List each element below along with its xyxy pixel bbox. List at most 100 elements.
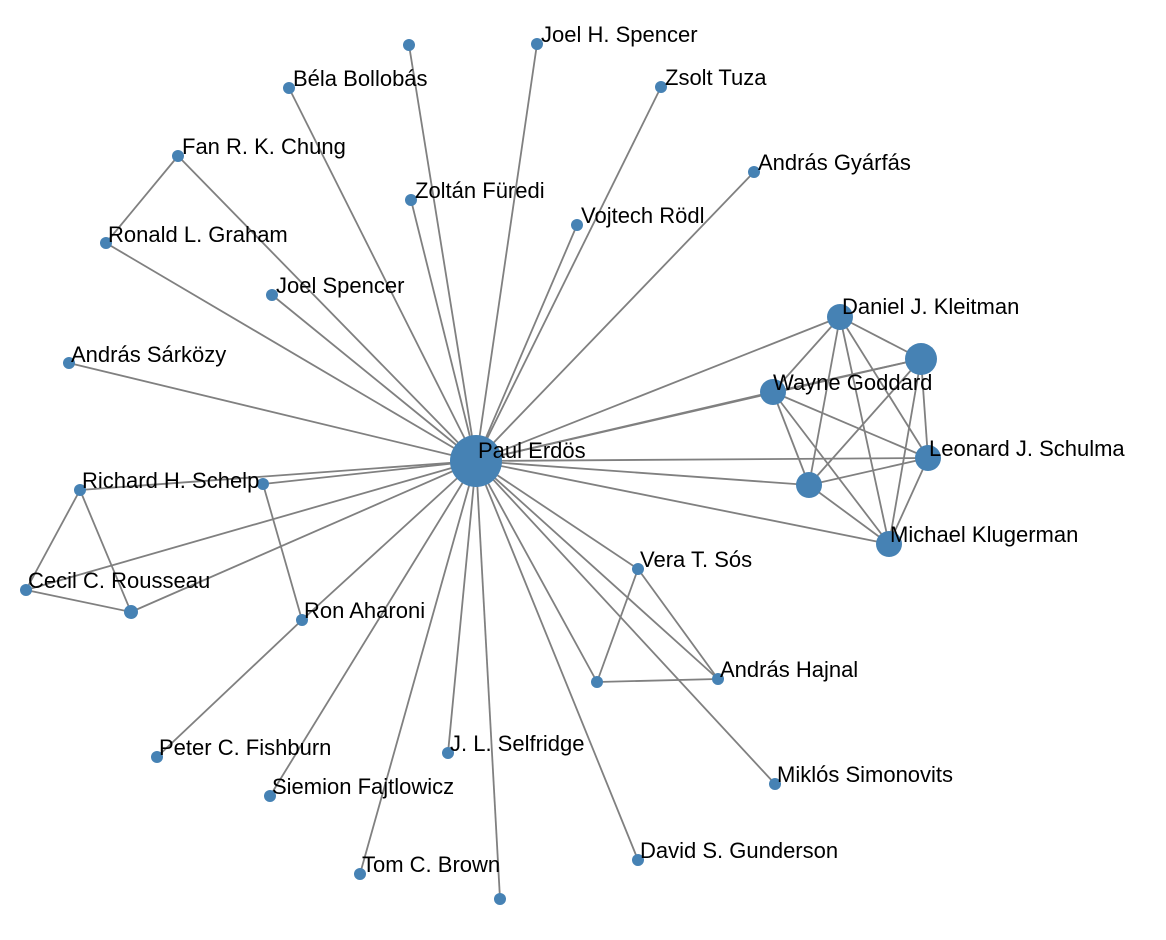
edge-vera_sos-andras_hajnal [637, 568, 719, 680]
edge-paul_erdos-david_gunderson [475, 460, 639, 861]
node-andras-hajnal[interactable] [712, 673, 724, 685]
node-daniel-kleitman[interactable] [827, 304, 853, 330]
edge-andras_hajnal-unlabeled_hajnal [596, 678, 719, 683]
node-andras-sarkozy[interactable] [63, 357, 75, 369]
edge-paul_erdos-andras_hajnal [475, 460, 719, 680]
edge-cecil_rousseau-unlabeled_left [25, 589, 132, 613]
node-cecil-rousseau[interactable] [20, 584, 32, 596]
graph-nodes [20, 38, 941, 905]
label-andras-sarkozy: András Sárközy [71, 342, 226, 367]
edge-paul_erdos-unlabeled_left [130, 460, 477, 613]
label-peter-fishburn: Peter C. Fishburn [159, 735, 331, 760]
edge-paul_erdos-unlabeled_bottom [475, 460, 501, 900]
edge-wayne_goddard-unlabeled_right_mid [772, 391, 810, 486]
node-joel-h-spencer[interactable] [531, 38, 543, 50]
edge-paul_erdos-zoltan_furedi [410, 199, 477, 462]
edge-paul_erdos-vera_sos [475, 460, 639, 570]
edge-paul_erdos-miklos_simonovits [475, 460, 776, 785]
label-bela-bollobas: Béla Bollobás [293, 66, 428, 91]
edge-paul_erdos-unlabeled_hajnal [475, 460, 598, 683]
label-ronald-graham: Ronald L. Graham [108, 222, 288, 247]
node-bela-bollobas[interactable] [283, 82, 295, 94]
edge-paul_erdos-vojtech_rodl [475, 224, 578, 462]
edge-paul_erdos-joel_h_spencer [475, 43, 538, 462]
node-unlabeled-left[interactable] [124, 605, 138, 619]
node-vera-sos[interactable] [632, 563, 644, 575]
edge-wayne_goddard-michael_klugerman [772, 391, 890, 545]
label-cecil-rousseau: Cecil C. Rousseau [28, 568, 210, 593]
edge-paul_erdos-jl_selfridge [447, 460, 477, 754]
edge-paul_erdos-unlabeled_right_mid [475, 460, 810, 486]
node-paul-erdos[interactable] [450, 435, 502, 487]
node-siemion-fajtlowicz[interactable] [264, 790, 276, 802]
edge-paul_erdos-michael_klugerman [475, 460, 890, 545]
edge-paul_erdos-daniel_kleitman [475, 316, 841, 462]
label-vera-sos: Vera T. Sós [640, 547, 752, 572]
label-wayne-goddard: Wayne Goddard [773, 370, 932, 395]
edge-paul_erdos-tom_brown [359, 460, 477, 875]
edge-leonard_schulman-michael_klugerman [888, 457, 929, 545]
edge-unlabeled_right_mid-michael_klugerman [808, 484, 890, 545]
edge-paul_erdos-leonard_schulman [475, 457, 929, 462]
label-zoltan-furedi: Zoltán Füredi [415, 178, 545, 203]
graph-labels: Paul Erdös Joel H. Spencer Béla Bollobás Zs… [28, 22, 1125, 877]
edge-leonard_schulman-unlabeled_right_mid [808, 457, 929, 486]
node-fan-chung[interactable] [172, 150, 184, 162]
node-peter-fishburn[interactable] [151, 751, 163, 763]
edge-paul_erdos-bela_bollobas [288, 87, 477, 462]
edge-paul_erdos-andras_gyarfas [475, 171, 755, 462]
edge-richard_schelp-unlabeled_left [79, 489, 132, 613]
label-joel-h-spencer: Joel H. Spencer [541, 22, 698, 47]
edge-paul_erdos-unlabeled_schelp [262, 460, 477, 485]
label-joel-spencer: Joel Spencer [276, 273, 404, 298]
edge-paul_erdos-richard_schelp [79, 460, 477, 491]
label-tom-brown: Tom C. Brown [362, 852, 500, 877]
node-unlabeled-top[interactable] [403, 39, 415, 51]
node-joel-spencer[interactable] [266, 289, 278, 301]
node-richard-schelp[interactable] [74, 484, 86, 496]
edge-daniel_kleitman-leonard_schulman [839, 316, 929, 459]
label-paul-erdos: Paul Erdös [478, 438, 586, 463]
node-ron-aharoni[interactable] [296, 614, 308, 626]
label-fan-chung: Fan R. K. Chung [182, 134, 346, 159]
edge-paul_erdos-ron_aharoni [301, 460, 477, 621]
label-daniel-kleitman: Daniel J. Kleitman [842, 294, 1019, 319]
edge-richard_schelp-cecil_rousseau [25, 489, 81, 591]
node-unlabeled-bottom[interactable] [494, 893, 506, 905]
edge-unlabeled_right_top-michael_klugerman [888, 358, 922, 545]
edge-paul_erdos-unlabeled_top [408, 44, 477, 462]
node-zoltan-furedi[interactable] [405, 194, 417, 206]
label-andras-gyarfas: András Gyárfás [758, 150, 911, 175]
label-leonard-schulman: Leonard J. Schulma [929, 436, 1125, 461]
node-wayne-goddard[interactable] [760, 379, 786, 405]
node-leonard-schulman[interactable] [915, 445, 941, 471]
edge-unlabeled_schelp-ron_aharoni [262, 483, 303, 621]
node-miklos-simonovits[interactable] [769, 778, 781, 790]
node-unlabeled-schelp[interactable] [257, 478, 269, 490]
label-david-gunderson: David S. Gunderson [640, 838, 838, 863]
node-jl-selfridge[interactable] [442, 747, 454, 759]
node-unlabeled-hajnal[interactable] [591, 676, 603, 688]
node-unlabeled-right-mid[interactable] [796, 472, 822, 498]
label-siemion-fajtlowicz: Siemion Fajtlowicz [272, 774, 454, 799]
node-unlabeled-right-top[interactable] [905, 343, 937, 375]
edge-wayne_goddard-leonard_schulman [772, 391, 929, 459]
edge-paul_erdos-fan_chung [177, 155, 477, 462]
node-ronald-graham[interactable] [100, 237, 112, 249]
edge-unlabeled_right_top-wayne_goddard [772, 358, 922, 393]
node-david-gunderson[interactable] [632, 854, 644, 866]
edge-paul_erdos-cecil_rousseau [25, 460, 477, 591]
label-andras-hajnal: András Hajnal [720, 657, 858, 682]
node-tom-brown[interactable] [354, 868, 366, 880]
label-miklos-simonovits: Miklós Simonovits [777, 762, 953, 787]
label-richard-schelp: Richard H. Schelp [82, 468, 259, 493]
node-vojtech-rodl[interactable] [571, 219, 583, 231]
node-andras-gyarfas[interactable] [748, 166, 760, 178]
edge-paul_erdos-wayne_goddard [475, 391, 774, 462]
edge-vera_sos-unlabeled_hajnal [596, 568, 639, 683]
edge-paul_erdos-zsolt_tuza [475, 86, 662, 462]
node-zsolt-tuza[interactable] [655, 81, 667, 93]
node-michael-klugerman[interactable] [876, 531, 902, 557]
edge-paul_erdos-siemion_fajtlowicz [269, 460, 477, 797]
